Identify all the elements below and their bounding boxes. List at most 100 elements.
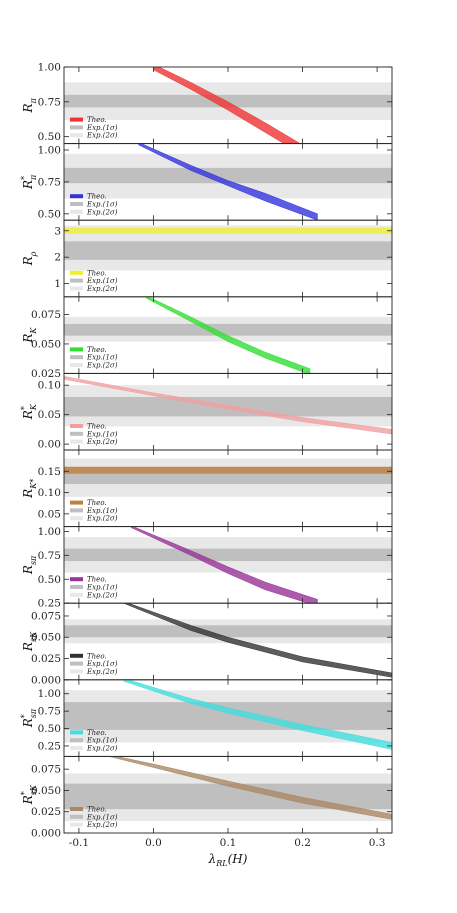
y-axis-label-group: RK* [21, 479, 38, 499]
panel-plot-area-8 [64, 679, 392, 750]
legend-exp1-swatch [70, 125, 83, 130]
legend-exp2-label: Exp.(2σ) [86, 745, 118, 753]
y-axis-label: RsK [21, 631, 38, 652]
legend-exp1-label: Exp.(1σ) [86, 813, 118, 821]
legend-exp1-label: Exp.(1σ) [86, 354, 118, 362]
y-tick-label: 0.15 [38, 466, 61, 478]
legend-theo-label: Theo. [87, 423, 107, 431]
legend-exp1-label: Exp.(1σ) [86, 277, 118, 285]
panel-9: 0.000 0.025 0.050 0.075 R*sK Theo.Exp.(1σ)Exp… [20, 755, 393, 840]
legend-theo-swatch [70, 194, 83, 199]
panel-2: 1 2 3 Rρ Theo.Exp.(1σ)Exp.(2σ) [21, 219, 393, 298]
y-tick-label: 0.050 [31, 785, 61, 797]
y-tick-label: 0.25 [38, 598, 61, 610]
y-tick-label: 0.075 [31, 610, 61, 622]
panel-3: 0.025 0.050 0.075 RK Theo.Exp.(1σ)Exp.(2σ) [21, 296, 393, 380]
panel-8: 0.25 0.50 0.75 1.00R*sπ Theo.Exp.(1σ)Exp.(2σ… [20, 679, 393, 757]
theory-band [145, 296, 311, 374]
legend-exp1-label: Exp.(1σ) [86, 660, 118, 668]
legend-theo-swatch [70, 347, 83, 352]
legend-exp1-swatch [70, 738, 83, 743]
y-axis-label: RK [21, 327, 38, 344]
exp-1sigma-band [64, 167, 392, 184]
y-tick-label: 1 [54, 278, 61, 290]
y-tick-label: 0.050 [31, 338, 61, 350]
y-axis-label-group: Rρ [21, 251, 38, 266]
y-tick-label: 0.75 [38, 96, 61, 108]
y-tick-label: 3 [54, 225, 61, 237]
legend-exp1-label: Exp.(1σ) [86, 507, 118, 515]
y-tick-label: 0.050 [31, 632, 61, 644]
panel-plot-area-6 [64, 526, 392, 604]
x-tick-label: 0.1 [220, 837, 237, 849]
x-axis-label: λRL(H) [208, 852, 248, 868]
exp-1sigma-band [64, 323, 392, 336]
legend-theo-swatch [70, 270, 83, 275]
legend-exp2-swatch [70, 439, 83, 444]
legend-exp2-swatch [70, 669, 83, 674]
y-tick-label: 0.025 [31, 653, 61, 665]
legend-exp2-label: Exp.(2σ) [86, 362, 118, 370]
y-tick-label: 0.50 [38, 723, 61, 735]
legend-theo-label: Theo. [87, 193, 107, 201]
y-tick-label: 0.75 [38, 550, 61, 562]
x-tick-label: -0.1 [69, 837, 89, 849]
y-tick-label: 0.025 [31, 806, 61, 818]
theory-band [130, 526, 318, 604]
panel-6: 0.25 0.50 0.75 1.00 Rsπ Theo.Exp.(1σ)Exp.(2σ) [21, 526, 393, 610]
theory-band [64, 466, 392, 474]
y-tick-label: 1.00 [38, 62, 61, 74]
y-tick-label: 0.05 [38, 409, 61, 421]
legend-exp1-swatch [70, 508, 83, 513]
legend-exp2-label: Exp.(2σ) [86, 285, 118, 293]
panel-1: 0.50 0.75 1.00 R*π Theo.Exp.(1σ)Exp.(2σ) [20, 143, 393, 221]
legend-exp2-label: Exp.(2σ) [86, 591, 118, 599]
x-tick-label: 0.3 [369, 837, 386, 849]
legend-theo-swatch [70, 500, 83, 505]
panel-plot-area-3 [64, 296, 392, 374]
legend-theo-swatch [70, 117, 83, 122]
theory-band [108, 756, 392, 820]
y-axis-label-group: R*π [20, 174, 38, 190]
y-tick-label: 0.50 [38, 208, 61, 220]
y-tick-label: 0.10 [38, 487, 61, 499]
y-axis-label: R*K [20, 403, 38, 420]
theory-band [123, 603, 392, 678]
y-tick-label: 2 [54, 252, 61, 264]
y-tick-label: 0.025 [31, 368, 61, 380]
panel-plot-area-9 [64, 756, 392, 822]
y-axis-label: RK* [21, 479, 38, 499]
y-tick-label: 0.75 [38, 176, 61, 188]
y-axis-label: R*sK [20, 784, 38, 805]
panel-plot-area-4 [64, 376, 392, 435]
legend-exp2-swatch [70, 363, 83, 367]
exp-1sigma-band [64, 94, 392, 108]
legend-exp2-label: Exp.(2σ) [86, 821, 118, 829]
y-tick-label: 0.50 [38, 574, 61, 586]
legend-exp2-swatch [70, 286, 83, 291]
panel-plot-area-5 [64, 458, 392, 497]
legend-exp2-label: Exp.(2σ) [86, 438, 118, 446]
legend-exp2-swatch [70, 209, 83, 214]
exp-1sigma-band [64, 241, 392, 260]
theory-band [64, 227, 392, 234]
legend-exp1-swatch [70, 585, 83, 589]
x-tick-label: 0.0 [145, 837, 162, 849]
exp-1sigma-band [64, 548, 392, 562]
legend-exp2-swatch [70, 822, 83, 827]
legend-exp2-swatch [70, 516, 83, 521]
legend-exp1-label: Exp.(1σ) [86, 124, 118, 132]
legend-exp2-label: Exp.(2σ) [86, 132, 118, 140]
legend-theo-swatch [70, 653, 83, 658]
panel-plot-area-7 [64, 603, 392, 678]
y-axis-label: R*π [20, 174, 38, 190]
y-tick-label: 0.000 [31, 828, 61, 840]
legend-exp1-swatch [70, 278, 83, 283]
y-axis-label-group: R*sK [20, 784, 38, 805]
y-axis-label-group: Rsπ [21, 555, 38, 575]
y-axis-label-group: RsK [21, 631, 38, 652]
y-tick-label: 0.25 [38, 740, 61, 752]
legend-exp1-swatch [70, 355, 83, 360]
legend-exp2-swatch [70, 133, 83, 138]
